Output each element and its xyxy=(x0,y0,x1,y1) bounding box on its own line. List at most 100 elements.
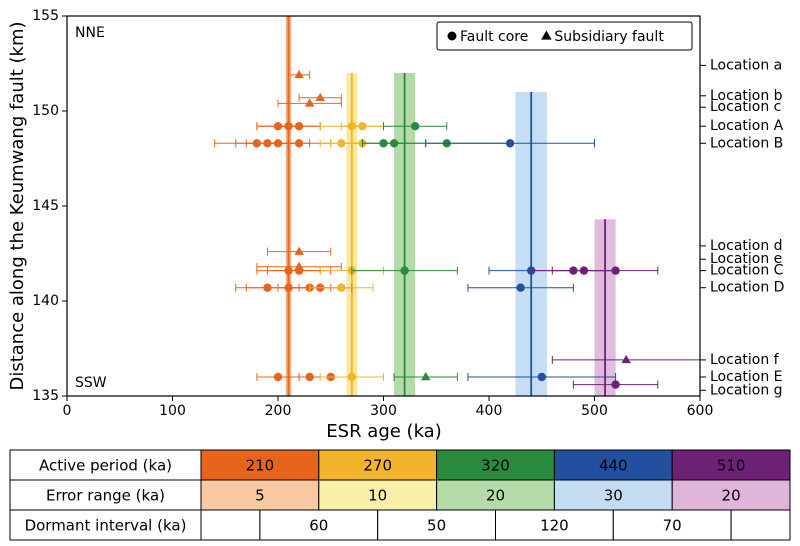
table-value: 60 xyxy=(309,517,328,535)
data-point xyxy=(551,354,701,364)
data-point xyxy=(572,380,659,389)
data-point xyxy=(298,92,342,102)
x-tick-label: 100 xyxy=(159,403,186,419)
legend-label: Fault core xyxy=(460,29,528,45)
marker-circle xyxy=(611,266,620,275)
data-point xyxy=(467,372,617,382)
table-value: 70 xyxy=(663,517,682,535)
table-value: 50 xyxy=(427,517,446,535)
table-cell xyxy=(436,479,555,511)
table-cell xyxy=(377,509,497,541)
table-cell xyxy=(612,509,732,541)
data-point xyxy=(277,98,342,108)
table-cell xyxy=(318,449,438,481)
marker-circle xyxy=(516,283,525,292)
table-cell xyxy=(200,509,261,541)
marker-triangle xyxy=(621,354,631,364)
table-header: Dormant interval (ka) xyxy=(25,517,187,535)
y-tick-label: 150 xyxy=(32,103,59,119)
table-cell xyxy=(436,449,555,481)
table-value: 30 xyxy=(604,487,623,505)
marker-circle xyxy=(410,122,420,131)
table-header: Error range (ka) xyxy=(46,487,165,505)
table-value: 210 xyxy=(246,457,275,475)
table-value: 270 xyxy=(363,457,392,475)
data-point xyxy=(425,139,595,148)
data-point xyxy=(277,122,321,131)
y-tick-label: 155 xyxy=(32,8,59,24)
marker-triangle xyxy=(315,92,325,101)
y-tick-label: 135 xyxy=(32,388,59,404)
marker-circle xyxy=(273,372,283,382)
data-point xyxy=(319,372,384,382)
direction-label: SSW xyxy=(75,375,107,391)
x-tick-label: 600 xyxy=(687,403,714,419)
x-tick-label: 0 xyxy=(63,403,72,419)
legend-marker xyxy=(541,30,552,40)
marker-circle xyxy=(505,139,515,148)
table-header-cell xyxy=(9,479,202,511)
location-label: Location a xyxy=(710,57,782,73)
table-value: 20 xyxy=(722,487,741,505)
direction-label: NNE xyxy=(75,25,105,41)
table-cell xyxy=(259,509,379,541)
x-tick-label: 400 xyxy=(476,403,503,419)
location-label: Location E xyxy=(710,369,783,385)
table-value: 510 xyxy=(717,457,746,475)
table-cell xyxy=(495,509,614,541)
marker-triangle xyxy=(294,246,304,255)
table-cell xyxy=(730,509,791,541)
location-label: Location e xyxy=(710,251,782,267)
table-cell xyxy=(671,479,791,511)
marker-circle xyxy=(537,372,546,382)
y-tick-label: 140 xyxy=(32,293,59,309)
table-value: 440 xyxy=(599,457,628,475)
table-header-cell xyxy=(9,509,202,541)
data-point xyxy=(309,283,374,292)
data-point xyxy=(572,266,659,275)
marker-triangle xyxy=(294,69,304,79)
table-cell xyxy=(553,479,673,511)
marker-circle xyxy=(294,122,304,131)
location-label: Location f xyxy=(710,352,780,368)
location-label: Location c xyxy=(710,99,781,115)
data-point xyxy=(266,246,332,256)
marker-circle xyxy=(294,266,304,275)
data-point xyxy=(288,69,311,79)
marker-triangle xyxy=(304,98,315,107)
location-label: Location A xyxy=(710,118,784,134)
location-label: Location D xyxy=(710,280,784,296)
marker-circle xyxy=(294,139,304,148)
location-label: Location d xyxy=(710,238,783,254)
data-point xyxy=(393,372,458,381)
table-value: 10 xyxy=(368,487,387,505)
x-tick-label: 200 xyxy=(265,403,292,419)
table-cell xyxy=(671,449,791,481)
marker-triangle xyxy=(420,372,431,381)
data-point xyxy=(383,122,448,131)
marker-circle xyxy=(337,283,346,292)
x-axis-label: ESR age (ka) xyxy=(326,421,441,442)
table-value: 20 xyxy=(486,487,505,505)
marker-circle xyxy=(400,266,409,275)
table-value: 5 xyxy=(255,487,265,505)
y-axis-label: Distance along the Keumwang fault (km) xyxy=(7,21,28,390)
legend-box xyxy=(436,21,693,51)
location-label: Location g xyxy=(710,382,783,398)
table-cell xyxy=(200,479,320,511)
data-point xyxy=(467,283,574,292)
y-tick-label: 145 xyxy=(32,198,59,214)
marker-circle xyxy=(611,380,620,389)
table-value: 320 xyxy=(481,457,510,475)
location-label: Location b xyxy=(710,88,783,104)
marker-circle xyxy=(358,122,367,131)
location-label: Location B xyxy=(710,135,783,151)
data-point xyxy=(351,266,458,275)
location-label: Location C xyxy=(710,263,784,279)
table-value: 120 xyxy=(540,517,569,535)
table-cell xyxy=(200,449,320,481)
table-header: Active period (ka) xyxy=(39,457,172,475)
legend-label: Subsidiary fault xyxy=(554,29,664,45)
x-tick-label: 500 xyxy=(581,403,608,419)
